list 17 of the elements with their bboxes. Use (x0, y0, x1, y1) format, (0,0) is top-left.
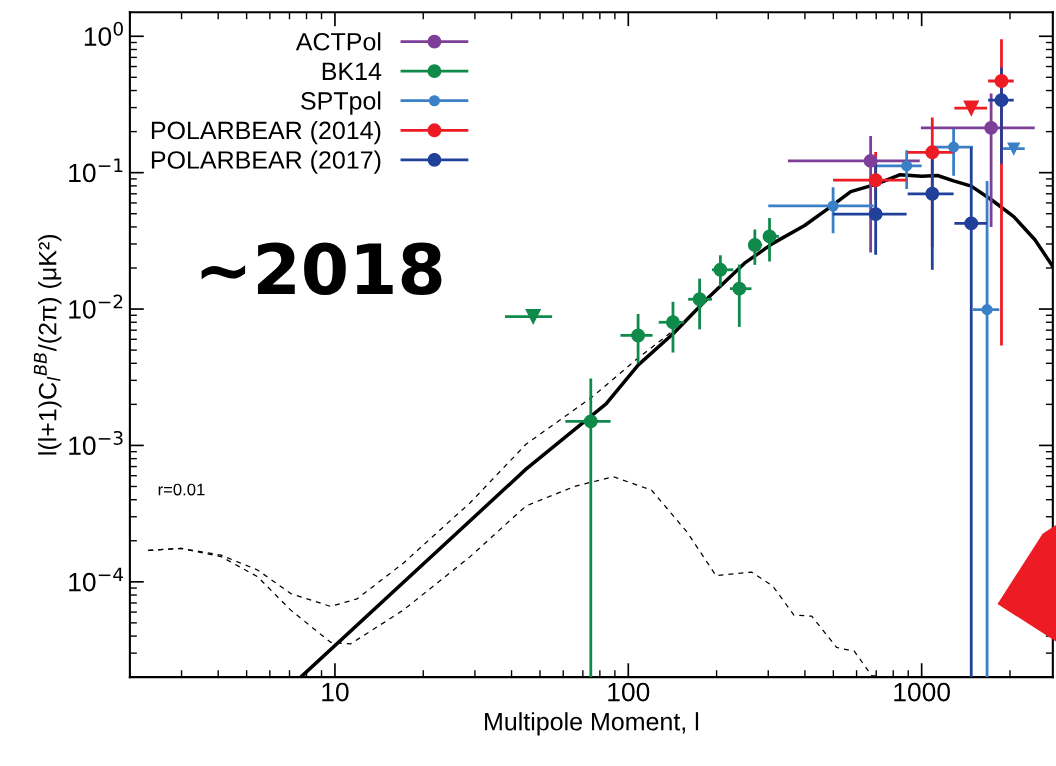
y-tick-label: 10$^{−2}$ (69, 294, 123, 319)
legend-label: ACTPol (295, 32, 381, 51)
y-tick-label: 10$^{−4}$ (69, 567, 124, 592)
y-tick-label: 10$^{−3}$ (69, 430, 123, 456)
y-tick-label: 10$^{−1}$ (69, 158, 123, 183)
legend-label: POLARBEAR (2017) (151, 150, 381, 174)
annotation: ~2018 (201, 242, 442, 296)
x-tick-label: 1000 (894, 682, 950, 702)
legend-label: BK14 (322, 62, 382, 80)
legend-label: SPTpol (301, 91, 381, 115)
y-tick-label: 10$^{0}$ (84, 21, 123, 46)
x-tick-label: 100 (608, 682, 650, 702)
y-axis-title: l(l+1)C$_{l}$$^{BB}$/(2π) (μK²) (33, 234, 62, 455)
legend-label: POLARBEAR (2014) (151, 120, 381, 145)
x-tick-label: 10 (322, 682, 349, 702)
annotation: r=0.01 (158, 483, 205, 496)
x-axis-title: Multipole Moment, l (485, 712, 699, 736)
